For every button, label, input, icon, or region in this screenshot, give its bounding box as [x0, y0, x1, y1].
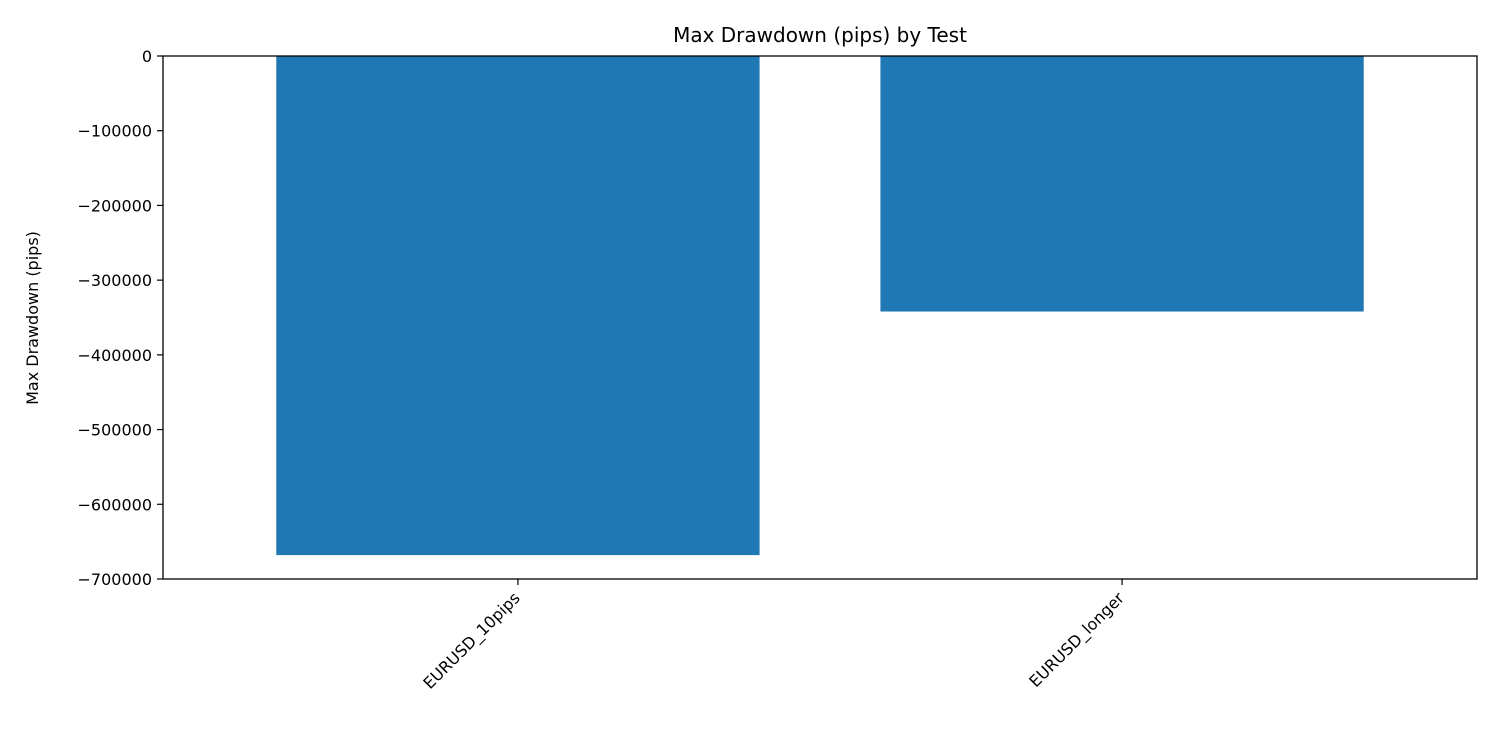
y-tick-label: −200000: [78, 196, 152, 215]
bar-eurusd-10pips: [276, 56, 760, 556]
y-tick-label: −700000: [78, 570, 152, 589]
x-axis: EURUSD_10pips EURUSD_longer: [419, 579, 1129, 693]
x-tick-label: EURUSD_10pips: [419, 588, 524, 693]
y-tick-label: −500000: [78, 421, 152, 440]
chart-title: Max Drawdown (pips) by Test: [673, 23, 967, 47]
y-tick-label: −300000: [78, 271, 152, 290]
y-tick-label: −400000: [78, 346, 152, 365]
y-tick-label: 0: [142, 47, 152, 66]
x-tick-label: EURUSD_longer: [1025, 588, 1129, 692]
bar-eurusd-longer: [880, 56, 1364, 312]
plot-frame: [162, 55, 1478, 580]
bars-group: [276, 56, 1364, 556]
y-axis: 0 −100000 −200000 −300000 −400000 −500000 −600…: [78, 47, 163, 589]
y-axis-label: Max Drawdown (pips): [23, 231, 42, 405]
y-tick-label: −100000: [78, 122, 152, 141]
y-tick-label: −600000: [78, 495, 152, 514]
